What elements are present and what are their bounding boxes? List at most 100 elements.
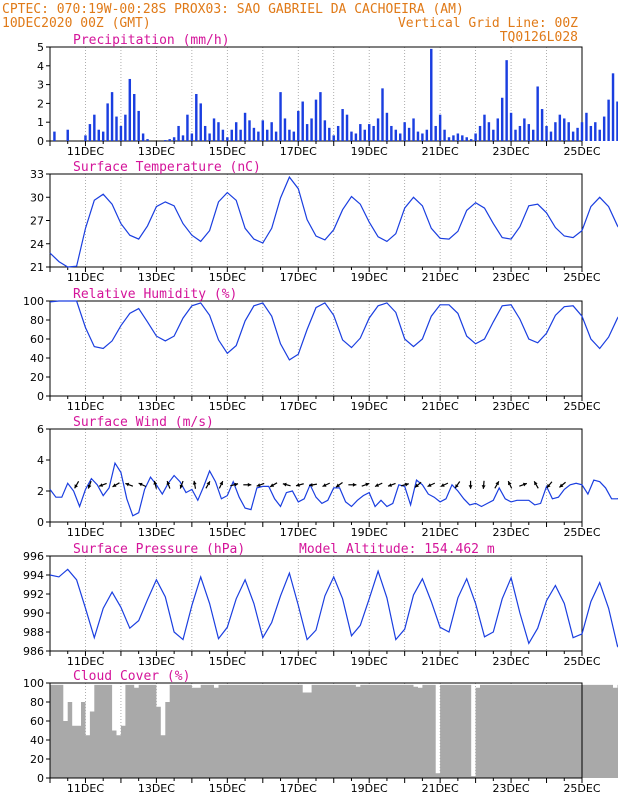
precip-bar [168, 139, 171, 141]
wind-arrow [374, 482, 383, 488]
precip-bar [336, 125, 340, 141]
cloud-xtick-label: 15DEC [209, 782, 246, 795]
press-xtick-label: 23DEC [493, 655, 530, 668]
wind-arrow-head [495, 481, 499, 486]
cloud-ytick-label: 60 [30, 715, 44, 728]
wind-arrow-head [270, 483, 275, 487]
wind-xtick-label: 21DEC [422, 526, 459, 539]
precip-bar [518, 125, 522, 141]
precip-xtick-label: 23DEC [493, 145, 530, 158]
precip-bar [128, 78, 132, 141]
wind-arrow [308, 483, 318, 487]
precip-bar [554, 122, 557, 141]
press-ytick-label: 988 [23, 626, 44, 639]
precip-bar [93, 114, 96, 141]
wind-arrow [440, 482, 449, 488]
wind-arrow [533, 481, 539, 489]
precip-bar [443, 129, 446, 141]
wind-arrow [98, 482, 107, 487]
precip-bar [607, 99, 610, 141]
cloud-panel: 0 20 40 60 80 100 11DEC 13DEC 15DEC 17DEC 19DEC 21D… [23, 669, 618, 795]
wind-arrow-head [455, 484, 459, 489]
precip-bar [487, 122, 491, 141]
precip-bar [257, 131, 260, 141]
precip-bar [137, 110, 140, 141]
wind-arrow [138, 482, 147, 488]
rh-ytick-label: 40 [30, 352, 44, 365]
precip-bar [305, 124, 309, 141]
precip-bar [279, 92, 282, 141]
precip-ytick-label: 2 [37, 97, 44, 110]
precip-bar [177, 125, 180, 141]
wind-arrow [559, 481, 566, 488]
wind-arrow [87, 480, 92, 489]
press-frame [49, 555, 583, 652]
precip-bar [527, 124, 531, 141]
temp-ytick-label: 21 [30, 261, 44, 274]
precip-bar [199, 103, 202, 141]
precip-bar [119, 125, 123, 141]
rh-ytick-label: 0 [37, 390, 44, 403]
precip-bar [465, 137, 468, 141]
precip-bar [407, 127, 411, 141]
temp-xtick-label: 19DEC [351, 271, 388, 284]
cloud-xtick-label: 21DEC [422, 782, 459, 795]
precip-bar [84, 135, 87, 141]
precip-xtick-label: 13DEC [138, 145, 175, 158]
precip-bar [412, 118, 415, 141]
wind-xtick-label: 11DEC [67, 526, 104, 539]
wind-arrow-head [522, 482, 527, 487]
precip-bar [589, 125, 593, 141]
precip-xtick-label: 17DEC [280, 145, 317, 158]
cloud-xtick-label: 19DEC [351, 782, 388, 795]
rh-ytick-label: 60 [30, 333, 44, 346]
wind-arrow-head [534, 481, 538, 486]
precip-bar [261, 120, 265, 141]
rh-frame [49, 300, 583, 397]
precip-bar [186, 114, 189, 141]
precip-bar [274, 131, 278, 141]
precip-bar [456, 133, 460, 141]
precip-bar [297, 110, 300, 141]
precip-bar [399, 133, 402, 141]
wind-arrow [507, 480, 513, 489]
press-ytick-label: 996 [23, 550, 44, 563]
wind-arrow [192, 480, 197, 489]
precip-bar [438, 114, 442, 141]
wind-arrow [269, 482, 278, 488]
precip-ytick-label: 1 [37, 116, 44, 129]
precip-bar [133, 94, 136, 141]
cloud-area [50, 684, 618, 778]
wind-arrow-head [179, 484, 184, 489]
precip-bar [585, 112, 588, 141]
rh-ytick-label: 80 [30, 314, 44, 327]
precip-bar [390, 125, 393, 141]
header-gridline-note: Vertical Grid Line: 00Z [398, 16, 578, 31]
precip-bar [283, 118, 287, 141]
precip-bar [447, 137, 451, 141]
wind-ytick-label: 6 [37, 423, 44, 436]
precip-bar [478, 125, 482, 141]
precip-bar [310, 118, 313, 141]
wind-ytick-label: 2 [37, 485, 44, 498]
press-panel: 986 988 990 992 994 996 11DEC 13DEC 15DEC 17DEC 19… [23, 542, 618, 668]
precip-bar [616, 101, 618, 141]
precip-bar [172, 137, 176, 141]
precip-bar [567, 122, 570, 141]
cloud-ytick-label: 100 [23, 677, 44, 690]
press-xtick-label: 11DEC [67, 655, 104, 668]
precip-bar [248, 120, 251, 141]
wind-arrow [166, 480, 171, 489]
precip-bar [611, 73, 615, 141]
precip-bar [571, 131, 575, 141]
wind-arrow-head [296, 483, 300, 487]
precip-bar [474, 133, 477, 141]
precip-bar [230, 129, 233, 141]
header-station: CPTEC: 070:19W-00:28S PROX03: SAO GABRIE… [2, 2, 464, 17]
precip-bar [461, 135, 464, 141]
precip-bar [367, 124, 371, 141]
precip-bar [110, 92, 114, 141]
precip-bar [532, 129, 535, 141]
press-xtick-label: 21DEC [422, 655, 459, 668]
